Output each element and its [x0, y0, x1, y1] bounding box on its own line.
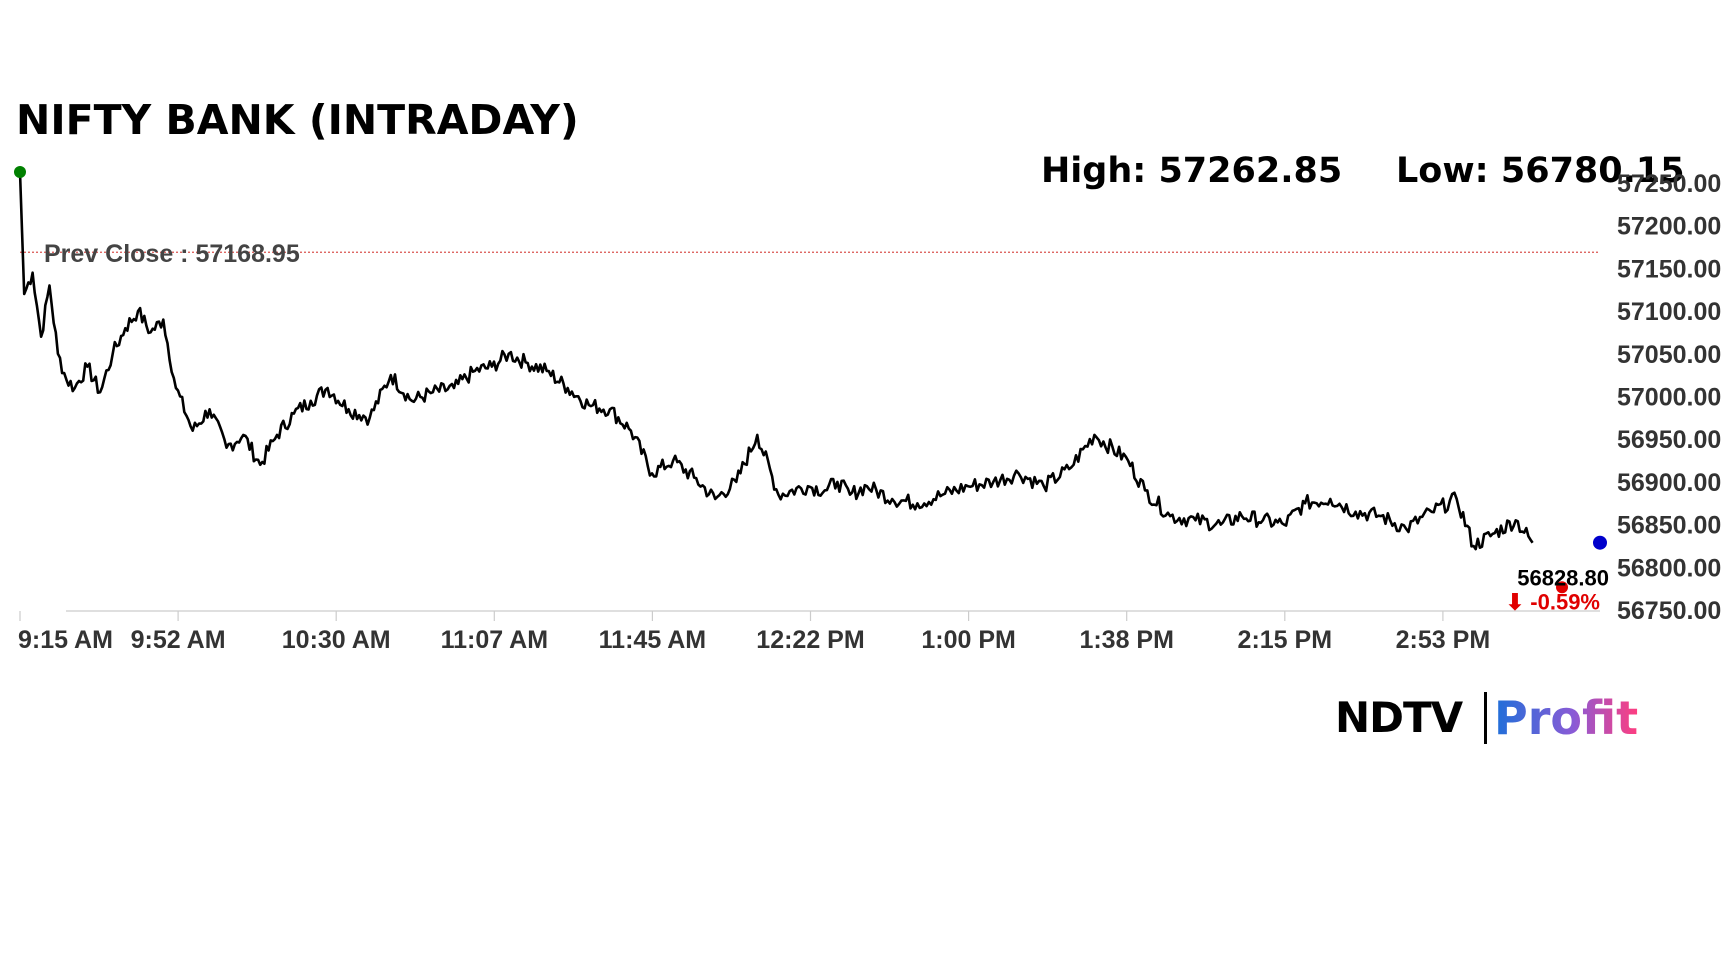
low-end-marker — [1556, 581, 1568, 594]
y-tick-label: 57100.00 — [1617, 298, 1721, 326]
logo-ndtv-text: NDTV — [1335, 693, 1464, 742]
y-axis: 57250.00 57200.00 57150.00 57100.00 57050.00… — [1617, 170, 1721, 625]
x-tick-label: 1:00 PM — [921, 626, 1015, 654]
x-tick-label: 10:30 AM — [282, 626, 391, 654]
last-price-label: 56828.80 — [1517, 566, 1609, 591]
x-tick-label: 9:15 AM — [18, 626, 113, 654]
y-tick-label: 57250.00 — [1617, 170, 1721, 198]
y-tick-label: 56800.00 — [1617, 554, 1721, 582]
x-tick-label: 12:22 PM — [756, 626, 864, 654]
price-series-line — [18, 171, 1534, 551]
ndtv-profit-logo: NDTV Profit — [1335, 691, 1638, 745]
x-axis: 9:15 AM 9:52 AM 10:30 AM 11:07 AM 11:45 AM 12… — [18, 610, 1600, 654]
change-percent-label: ⬇ -0.59% — [1506, 590, 1600, 615]
y-tick-label: 56750.00 — [1617, 597, 1721, 625]
y-tick-label: 57150.00 — [1617, 255, 1721, 283]
x-tick-label: 2:53 PM — [1396, 626, 1490, 654]
high-value: High: 57262.85 — [1041, 151, 1342, 191]
x-tick-label: 2:15 PM — [1238, 626, 1332, 654]
x-tick-label: 9:52 AM — [131, 626, 226, 654]
x-tick-label: 11:45 AM — [599, 626, 706, 654]
x-tick-label: 1:38 PM — [1079, 626, 1173, 654]
low-value: Low: 56780.15 — [1396, 151, 1685, 191]
x-tick-label: 11:07 AM — [441, 626, 548, 654]
y-tick-label: 56950.00 — [1617, 426, 1721, 454]
last-price-marker — [1593, 535, 1607, 550]
y-tick-label: 57200.00 — [1617, 213, 1721, 241]
y-tick-label: 57050.00 — [1617, 341, 1721, 369]
logo-divider — [1484, 692, 1487, 744]
open-marker — [14, 166, 26, 179]
y-tick-label: 56850.00 — [1617, 512, 1721, 540]
y-tick-label: 56900.00 — [1617, 469, 1721, 497]
prev-close-label: Prev Close : 57168.95 — [44, 240, 300, 268]
logo-profit-text: Profit — [1494, 691, 1638, 745]
chart-title: NIFTY BANK (INTRADAY) — [16, 96, 579, 144]
y-tick-label: 57000.00 — [1617, 384, 1721, 412]
